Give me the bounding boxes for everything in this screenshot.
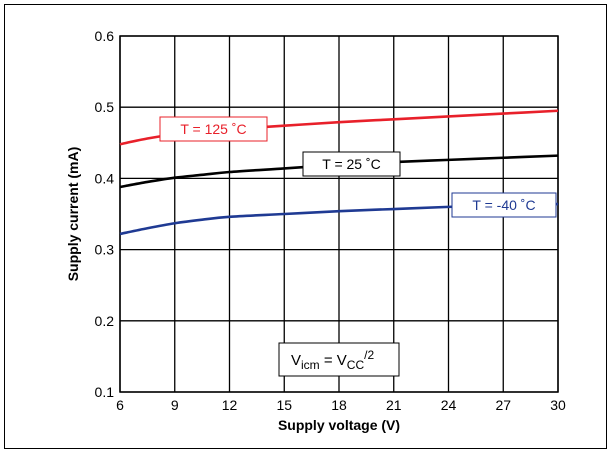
x-tick-label: 12 [222, 397, 238, 413]
x-tick-label: 27 [495, 397, 511, 413]
svg-text:Vicm = VCC/2: Vicm = VCC/2 [291, 348, 374, 372]
vicm-v: V [291, 352, 301, 369]
y-tick-labels: 0.1 0.2 0.3 0.4 0.5 0.6 [95, 28, 115, 400]
vicm-sub: icm [301, 358, 320, 372]
y-axis-label: Supply current (mA) [65, 147, 81, 282]
x-tick-label: 15 [276, 397, 292, 413]
y-tick-label: 0.6 [95, 28, 115, 44]
vcc-sub: CC [347, 358, 365, 372]
series-line-1 [119, 154, 559, 189]
y-tick-label: 0.4 [95, 170, 115, 186]
label-t125-text: T = 125 ˚C [180, 121, 246, 137]
y-tick-label: 0.5 [95, 99, 115, 115]
y-tick-label: 0.2 [95, 313, 115, 329]
plot-area [119, 35, 559, 393]
x-tick-label: 9 [171, 397, 179, 413]
x-tick-label: 24 [441, 397, 457, 413]
x-tick-label: 6 [116, 397, 124, 413]
label-t-40: T = -40 ˚C [451, 192, 557, 218]
label-t125: T = 125 ˚C [159, 116, 268, 142]
label-t25: T = 25 ˚C [302, 151, 401, 177]
x-tick-label: 18 [331, 397, 347, 413]
y-tick-label: 0.3 [95, 242, 115, 258]
y-tick-label: 0.1 [95, 384, 115, 400]
x-tick-labels: 6 9 12 15 18 21 24 27 30 [116, 397, 566, 413]
x-tick-label: 30 [550, 397, 566, 413]
x-tick-label: 21 [386, 397, 402, 413]
label-t25-text: T = 25 ˚C [322, 156, 381, 172]
vicm-annotation: Vicm = VCC/2 [278, 342, 400, 377]
label-t-40-text: T = -40 ˚C [472, 197, 535, 213]
vicm-eq: = V [320, 352, 347, 369]
x-axis-label: Supply voltage (V) [278, 417, 400, 433]
vcc-div: /2 [364, 348, 374, 362]
